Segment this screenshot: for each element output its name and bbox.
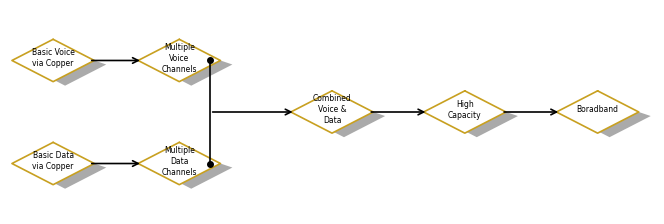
Polygon shape bbox=[12, 164, 106, 189]
Polygon shape bbox=[424, 112, 518, 137]
Text: Basic Voice
via Copper: Basic Voice via Copper bbox=[32, 48, 74, 68]
Text: High
Capacity: High Capacity bbox=[448, 100, 481, 120]
Polygon shape bbox=[138, 60, 232, 86]
Text: Combined
Voice &
Data: Combined Voice & Data bbox=[313, 94, 351, 125]
Polygon shape bbox=[291, 91, 373, 133]
Polygon shape bbox=[12, 39, 94, 82]
Text: Multiple
Voice
Channels: Multiple Voice Channels bbox=[161, 43, 197, 74]
Polygon shape bbox=[138, 39, 220, 82]
Text: Boradband: Boradband bbox=[576, 105, 619, 114]
Text: Basic Data
via Copper: Basic Data via Copper bbox=[33, 151, 74, 171]
Polygon shape bbox=[138, 164, 232, 189]
Polygon shape bbox=[291, 112, 385, 137]
Polygon shape bbox=[424, 91, 506, 133]
Text: Multiple
Data
Channels: Multiple Data Channels bbox=[161, 146, 197, 177]
Polygon shape bbox=[556, 91, 639, 133]
Polygon shape bbox=[138, 142, 220, 185]
Polygon shape bbox=[12, 142, 94, 185]
Polygon shape bbox=[12, 60, 106, 86]
Polygon shape bbox=[556, 112, 651, 137]
